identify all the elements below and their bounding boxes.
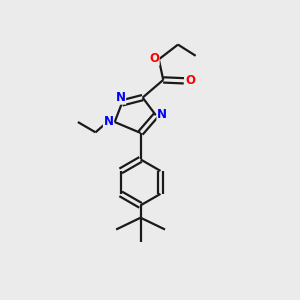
Text: N: N <box>103 115 113 128</box>
Text: N: N <box>157 109 167 122</box>
Text: N: N <box>116 91 126 104</box>
Text: O: O <box>149 52 159 65</box>
Text: O: O <box>185 74 195 87</box>
